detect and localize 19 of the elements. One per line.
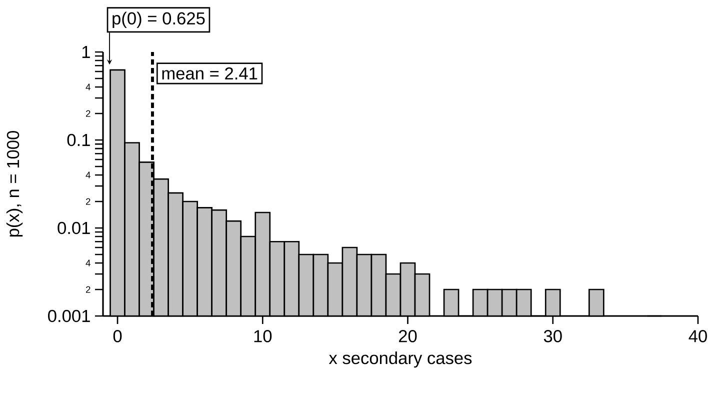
- text: 4: [86, 172, 90, 178]
- text: 2: [86, 286, 90, 293]
- annotation: p(0) = 0.625: [112, 12, 205, 28]
- y-tick-label: 0.001: [48, 310, 90, 322]
- x-axis-title: x secondary cases: [328, 351, 472, 368]
- y-tick-label: 1: [82, 46, 90, 58]
- y-tick-label: 0.1: [67, 134, 90, 146]
- text: 4: [86, 84, 90, 90]
- text: 4: [86, 260, 90, 266]
- text: 2: [86, 110, 90, 117]
- x-tick-label: 20: [398, 330, 417, 342]
- x-tick-label: 30: [544, 330, 562, 342]
- x-tick-label: 40: [688, 330, 707, 342]
- y-tick-label: 0.01: [58, 222, 90, 234]
- y-axis-title: p(x), n = 1000: [6, 130, 23, 237]
- ref-line-label: mean = 2.41: [162, 67, 258, 80]
- x-tick-label: 10: [254, 330, 272, 342]
- x-tick-label: 0: [113, 330, 122, 342]
- text: 2: [86, 198, 90, 205]
